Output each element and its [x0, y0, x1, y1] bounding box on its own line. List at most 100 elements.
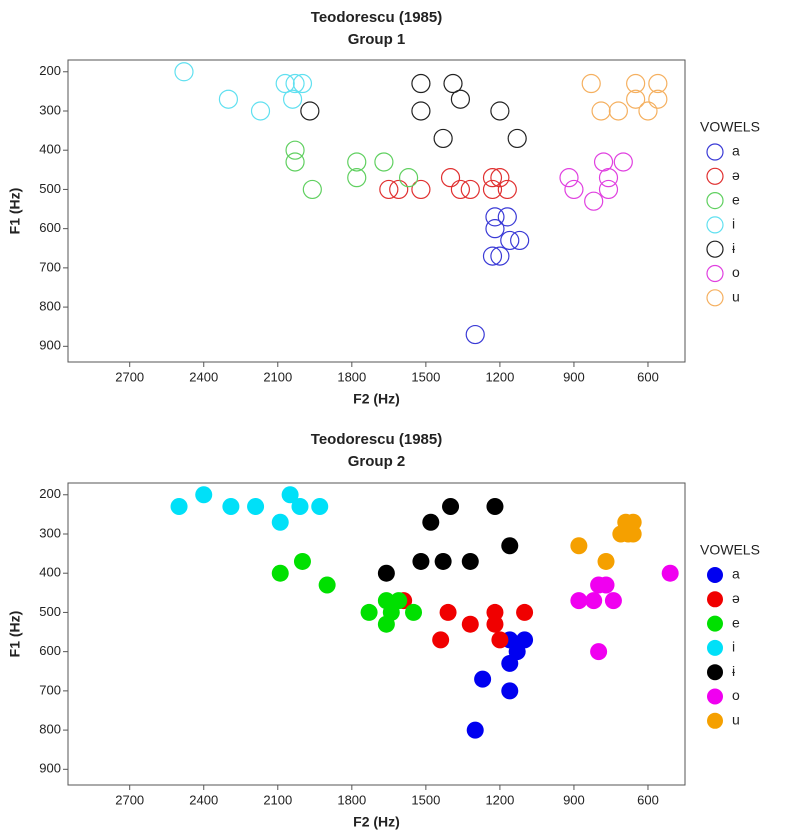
legend-label: o	[732, 687, 740, 703]
legend-marker	[706, 240, 724, 258]
x-tick-label: 2700	[115, 369, 144, 384]
x-tick-label: 2400	[189, 369, 218, 384]
data-point	[422, 513, 440, 531]
legend-marker	[707, 664, 723, 681]
data-point	[374, 152, 394, 172]
data-point	[501, 537, 519, 555]
y-tick-label: 700	[39, 259, 61, 274]
y-axis-title: F1 (Hz)	[7, 188, 23, 235]
data-point	[613, 152, 633, 172]
data-point	[491, 631, 509, 649]
y-axis-title: F1 (Hz)	[7, 611, 23, 658]
legend-label: ə	[732, 590, 740, 606]
x-tick-label: 1500	[411, 369, 440, 384]
y-tick-label: 200	[39, 486, 61, 501]
data-point	[250, 101, 271, 121]
data-point	[285, 140, 305, 160]
legend-label: o	[732, 264, 740, 280]
data-point	[585, 592, 603, 610]
x-axis-title: F2 (Hz)	[353, 814, 400, 830]
data-point	[412, 552, 430, 570]
data-point	[608, 101, 628, 121]
x-tick-label: 900	[563, 369, 585, 384]
legend-marker	[706, 167, 724, 185]
data-point	[474, 670, 492, 688]
data-point	[443, 73, 463, 94]
data-point	[598, 179, 619, 200]
data-point	[275, 73, 295, 94]
legend-marker	[707, 712, 723, 729]
data-point	[382, 603, 400, 621]
data-point	[440, 168, 461, 188]
data-point	[461, 552, 479, 570]
x-tick-label: 1200	[485, 369, 514, 384]
data-point	[597, 576, 615, 594]
data-point	[482, 168, 503, 188]
legend-marker	[707, 567, 723, 583]
data-point	[490, 168, 510, 188]
legend-label: i	[732, 216, 735, 232]
data-point	[598, 168, 619, 188]
legend-marker	[706, 264, 724, 283]
chart-subtitle: Group 1	[348, 31, 406, 48]
data-point	[389, 179, 409, 200]
data-point	[285, 73, 305, 94]
data-point	[347, 168, 367, 188]
data-point	[490, 246, 510, 266]
y-tick-label: 300	[39, 102, 61, 117]
data-point	[624, 513, 642, 531]
y-tick-label: 400	[39, 142, 61, 157]
data-point	[318, 576, 336, 594]
x-tick-label: 900	[563, 792, 585, 807]
y-tick-label: 500	[39, 604, 61, 619]
legend-marker	[707, 688, 723, 705]
data-point	[302, 179, 322, 200]
data-point	[450, 179, 471, 200]
legend-label: e	[732, 191, 740, 207]
legend-marker	[706, 192, 724, 210]
y-tick-label: 900	[39, 761, 61, 776]
data-point	[500, 230, 520, 251]
y-tick-label: 800	[39, 299, 61, 314]
plot-frame	[67, 59, 686, 363]
data-point	[292, 73, 313, 94]
data-point	[510, 230, 530, 251]
legend-marker	[706, 143, 724, 161]
data-point	[648, 73, 668, 94]
legend-label: ə	[732, 167, 740, 183]
data-point	[486, 603, 504, 621]
legend-marker	[707, 591, 723, 608]
data-point	[626, 73, 646, 94]
legend-label: u	[732, 289, 740, 305]
data-point	[347, 152, 367, 172]
data-point	[466, 721, 484, 739]
data-point	[442, 498, 460, 516]
data-point	[661, 564, 679, 582]
data-point	[377, 564, 395, 582]
x-tick-label: 600	[637, 792, 659, 807]
x-tick-label: 2400	[189, 792, 218, 807]
y-tick-label: 700	[39, 682, 61, 697]
x-tick-label: 2700	[115, 792, 144, 807]
data-point	[486, 615, 504, 633]
data-point	[485, 219, 505, 239]
data-point	[293, 552, 311, 570]
legend-label: e	[732, 614, 740, 630]
legend-label: i	[732, 639, 735, 655]
data-point	[379, 179, 399, 200]
data-point	[411, 101, 431, 121]
data-point	[624, 525, 642, 543]
data-point	[497, 207, 517, 227]
data-point	[285, 152, 305, 172]
data-point	[638, 101, 658, 121]
data-point	[411, 179, 431, 200]
data-point	[271, 513, 289, 531]
legend-title: VOWELS	[700, 119, 760, 135]
data-point	[490, 101, 510, 121]
data-point	[581, 73, 601, 94]
legend-label: a	[732, 566, 740, 582]
data-point	[485, 207, 505, 227]
data-point	[398, 168, 419, 188]
